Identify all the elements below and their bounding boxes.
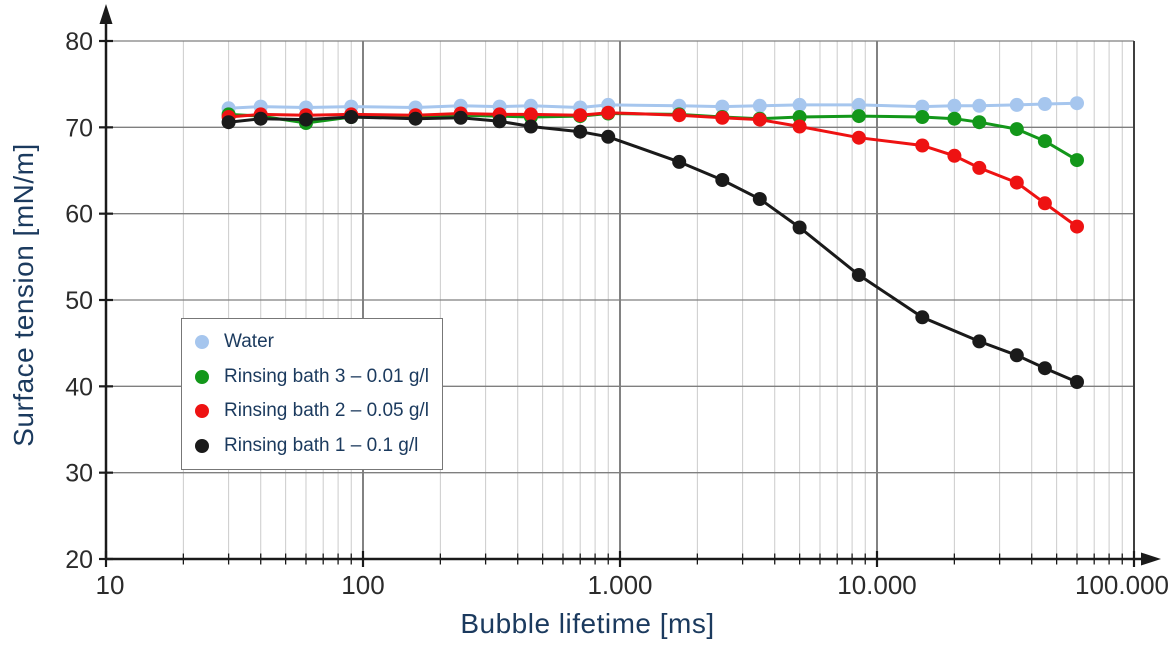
data-point [851,268,866,282]
data-point [915,310,930,325]
series-line [228,111,1078,228]
data-point [947,111,962,126]
data-point [752,192,767,206]
data-point [792,119,807,134]
data-point [972,98,987,113]
data-point [947,148,962,163]
data-point [752,98,767,113]
data-point [672,108,687,123]
series-rinsing-bath-1 [221,110,1084,389]
data-point [851,109,866,124]
legend-item: Rinsing bath 3 – 0.01 g/l [182,366,442,388]
data-point [1009,175,1024,190]
data-point [752,112,767,127]
data-point [1009,122,1024,137]
legend-label: Rinsing bath 3 – 0.01 g/l [224,365,429,387]
data-point [972,115,987,130]
x-tick-label: 10.000 [837,570,917,600]
data-point [1037,361,1052,376]
y-tick-label: 80 [65,28,93,56]
legend-label: Rinsing bath 2 – 0.05 g/l [224,400,429,422]
legend-label: Water [224,331,274,353]
data-point [453,110,468,125]
data-point [408,111,423,126]
data-point [573,124,588,139]
x-axis-arrow-icon [1141,552,1161,566]
data-point [299,112,313,127]
data-point [492,114,507,129]
data-point [851,130,866,145]
data-point [972,334,987,349]
data-point [1070,219,1084,234]
data-point [523,107,538,122]
data-point [947,98,962,113]
data-point [915,99,930,114]
data-point [1009,97,1024,112]
legend-marker-icon [195,369,209,384]
data-point [523,119,538,134]
data-point [253,111,268,126]
data-point [573,108,588,123]
data-point [715,110,730,125]
data-point [1037,134,1052,149]
data-point [1037,97,1052,111]
data-point [601,105,616,120]
series-line [228,115,1078,384]
data-point [1070,96,1084,111]
legend-item: Rinsing bath 1 – 0.1 g/l [182,435,442,457]
y-tick-label: 60 [65,201,93,229]
x-tick-label: 100.000 [1075,570,1169,600]
data-point [972,160,987,175]
data-point [915,138,930,153]
legend-item: Rinsing bath 2 – 0.05 g/l [182,400,442,422]
data-point [715,99,730,114]
data-point [221,115,236,130]
legend: Water Rinsing bath 3 – 0.01 g/l Rinsing ba… [181,318,443,470]
y-axis-arrow-icon [99,4,113,24]
data-point [672,154,687,169]
data-point [344,110,359,124]
legend-label: Rinsing bath 1 – 0.1 g/l [224,434,419,456]
legend-marker-icon [195,438,209,453]
x-axis-title: Bubble lifetime [ms] [460,608,715,639]
x-tick-label: 1.000 [587,570,652,600]
data-point [792,220,807,235]
data-point [601,129,616,144]
legend-marker-icon [195,335,209,350]
y-tick-label: 50 [65,287,93,315]
data-point [915,110,930,124]
y-tick-label: 40 [65,373,93,401]
data-point [851,97,866,112]
y-tick-label: 30 [65,460,93,488]
legend-item: Water [182,331,442,353]
y-tick-label: 20 [65,546,93,574]
data-point [715,173,730,187]
data-point [1070,153,1084,168]
legend-marker-icon [195,404,209,419]
x-tick-label: 100 [341,570,384,600]
data-point [792,97,807,112]
data-point [1009,348,1024,363]
series-water [221,96,1084,116]
y-axis-title: Surface tension [mN/m] [8,143,39,447]
data-point [1070,375,1084,389]
y-tick-label: 70 [65,114,93,142]
x-tick-label: 10 [96,570,125,600]
data-point [1037,196,1052,211]
